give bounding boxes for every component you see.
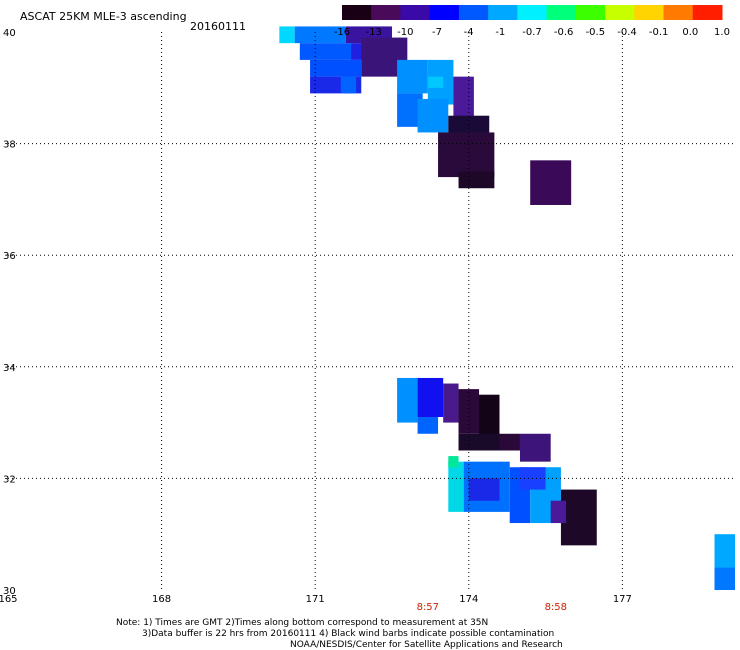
colorbar-label-8: -0.5 (586, 27, 606, 38)
colorbar-swatch-5 (488, 5, 518, 20)
data-cell-19 (397, 377, 418, 423)
colorbar-swatch-2 (400, 5, 431, 20)
data-cell-8 (340, 76, 357, 94)
grid (8, 32, 735, 590)
data-cell-11 (427, 76, 444, 88)
data-cell-28 (448, 461, 464, 512)
y-tick-label-3: 34 (3, 363, 16, 374)
colorbar-swatch-1 (371, 5, 401, 20)
data-cell-38 (714, 567, 735, 590)
colorbar-label-9: -0.4 (617, 27, 637, 38)
data-cell-31 (468, 478, 500, 501)
colorbar-swatch-6 (517, 5, 548, 20)
y-tick-label-5: 30 (3, 586, 16, 597)
x-tick-label-0: 165 (0, 594, 18, 605)
data-cell-35 (560, 489, 597, 546)
data-cell-36 (550, 500, 567, 524)
note-line-3: NOAA/NESDIS/Center for Satellite Applica… (290, 640, 563, 650)
colorbar-swatch-0 (342, 5, 372, 20)
colorbar-swatch-12 (692, 5, 723, 20)
colorbar-swatch-3 (429, 5, 460, 20)
x-tick-label-2: 171 (306, 594, 325, 605)
colorbar-label-11: 0.0 (682, 27, 698, 38)
y-tick-label-4: 32 (3, 474, 16, 485)
colorbar-swatch-10 (634, 5, 665, 20)
colorbar-label-4: -4 (464, 27, 474, 38)
colorbar-swatch-7 (546, 5, 577, 20)
data-cell-12 (453, 76, 474, 122)
colorbar-swatch-8 (575, 5, 606, 20)
data-cell-9 (397, 59, 428, 94)
data-cell-16 (438, 132, 495, 178)
data-cell-23 (479, 394, 500, 440)
chart-title: ASCAT 25KM MLE-3 ascending (20, 10, 187, 23)
colorbar-label-6: -0.7 (522, 27, 542, 38)
time-label-1: 8:58 (545, 602, 567, 613)
time-label-0: 8:57 (417, 602, 439, 613)
note-line-2: 3)Data buffer is 22 hrs from 20160111 4)… (142, 629, 554, 639)
colorbar-swatch-11 (663, 5, 694, 20)
data-cell-22 (458, 389, 480, 434)
data-cell-14 (417, 98, 449, 133)
note-line-1: Note: 1) Times are GMT 2)Times along bot… (116, 618, 488, 628)
axes: 165 168 171 174 177 40 38 36 34 32 30 8:57 8:58 (0, 28, 632, 613)
data-cell-29 (448, 456, 459, 468)
data-cell-0 (279, 26, 295, 44)
colorbar-label-7: -0.6 (554, 27, 574, 38)
colorbar-label-12: 1.0 (714, 27, 730, 38)
y-tick-label-0: 40 (3, 28, 16, 39)
x-tick-label-1: 168 (152, 594, 171, 605)
colorbar-swatch-9 (605, 5, 635, 20)
data-cell-18 (530, 160, 572, 205)
colorbar-label-0: -16 (334, 27, 350, 38)
data-cell-3 (299, 43, 352, 60)
colorbar-label-5: -1 (495, 27, 505, 38)
colorbar: -16 -13 -10 -7 -4 -1 -0.7 -0.6 -0.5 -0.4 -0.1 0.0 1.… (334, 5, 730, 38)
data-cell-15 (448, 115, 490, 139)
data-cell-20 (417, 377, 444, 418)
colorbar-label-2: -10 (397, 27, 413, 38)
data-cell-1 (294, 26, 346, 44)
data-cell-24 (417, 417, 439, 434)
colorbar-label-1: -13 (365, 27, 381, 38)
y-tick-label-1: 38 (3, 140, 16, 151)
data-cell-26 (499, 433, 520, 451)
data-cell-21 (443, 383, 459, 423)
y-tick-label-2: 36 (3, 251, 16, 262)
data-cells (279, 26, 735, 590)
data-cell-27 (519, 433, 551, 462)
data-cell-25 (458, 433, 500, 451)
x-tick-label-3: 174 (459, 594, 478, 605)
colorbar-label-3: -7 (432, 27, 442, 38)
colorbar-label-10: -0.1 (649, 27, 669, 38)
chart-date: 20160111 (190, 20, 246, 33)
data-cell-17 (458, 171, 495, 189)
x-tick-label-4: 177 (613, 594, 632, 605)
colorbar-swatch-4 (458, 5, 489, 20)
data-cell-5 (310, 59, 362, 77)
